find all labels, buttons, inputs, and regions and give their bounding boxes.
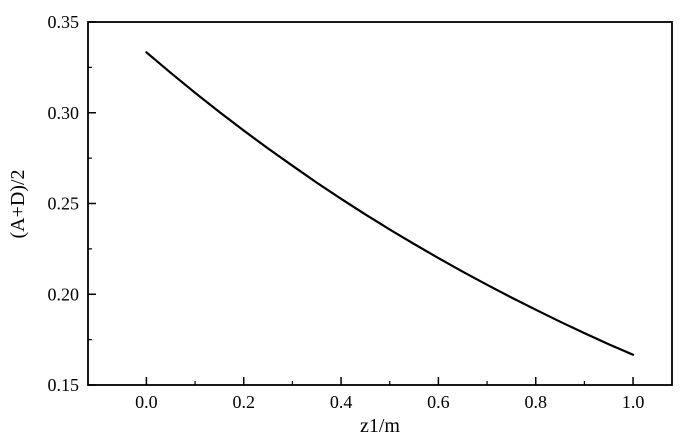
y-tick-label: 0.25 [48,194,80,214]
y-tick-label: 0.20 [48,284,80,304]
x-tick-label: 0.4 [330,392,353,412]
data-curve [145,51,635,356]
x-axis-label: z1/m [360,415,400,437]
x-tick-label: 1.0 [622,392,645,412]
x-tick-label: 0.2 [232,392,255,412]
plot-layer: 0.0 0.2 0.4 0.6 0.8 1.0 0.15 0.20 0.25 0.30 0.35 [48,12,673,412]
y-axis-label: (A+D)/2 [7,169,29,238]
x-tick-label: 0.6 [427,392,450,412]
y-tick-label: 0.15 [48,375,80,395]
x-tick-label: 0.8 [524,392,547,412]
y-tick-label: 0.35 [48,12,80,32]
y-tick-label: 0.30 [48,103,80,123]
x-tick-label: 0.0 [135,392,158,412]
